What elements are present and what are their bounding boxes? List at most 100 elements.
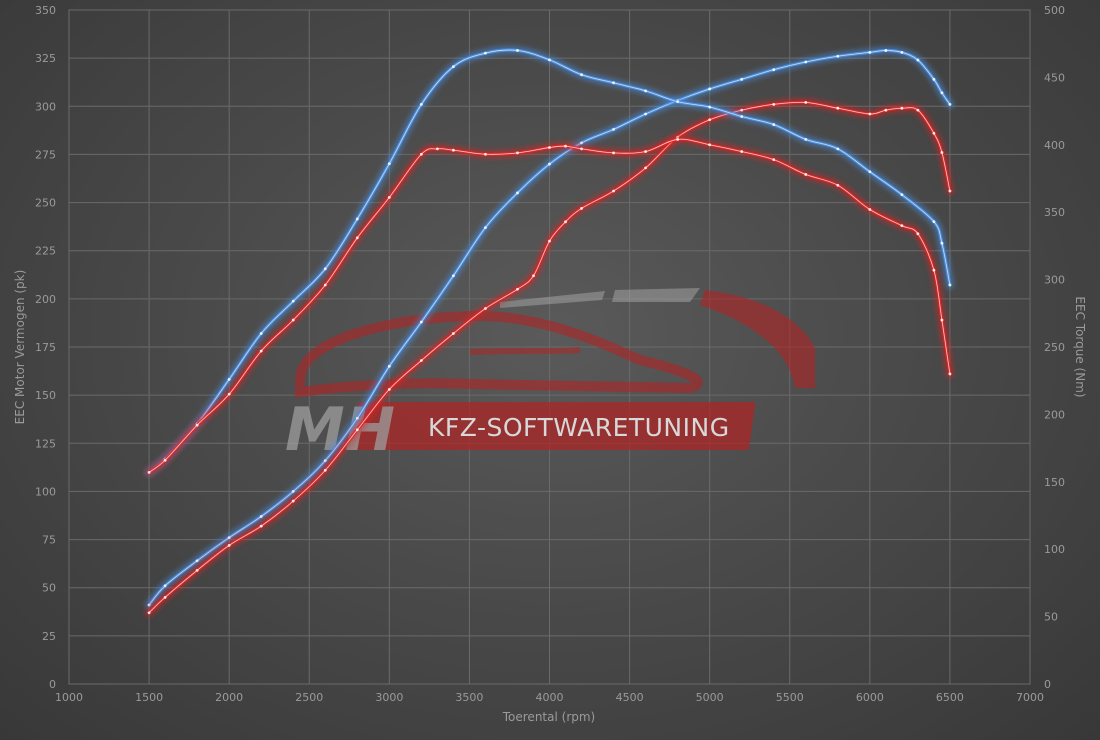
data-point [940,91,944,95]
data-point [676,100,680,104]
data-point [419,359,423,362]
x-axis-label: Toerental (rpm) [502,710,595,724]
data-point [612,127,615,131]
data-point [916,232,920,236]
y-right-tick-label: 250 [1044,341,1065,354]
data-point [291,299,295,303]
data-point [708,118,712,122]
y-left-tick-label: 225 [35,245,56,258]
data-point [516,151,519,155]
data-point [612,151,615,155]
data-point [291,490,295,493]
swoosh-grey-2 [612,288,700,302]
data-point [900,106,904,110]
x-tick-label: 1000 [55,691,83,704]
data-point [452,65,455,69]
data-point [259,524,263,528]
x-tick-label: 6500 [936,691,964,704]
data-point [259,332,263,335]
data-point [708,105,712,109]
swoosh-grey-1 [500,291,605,308]
data-point [291,318,295,322]
data-point [580,141,583,145]
y-left-tick-label: 200 [35,293,56,306]
data-point [484,226,487,230]
data-point [740,150,744,153]
data-point [484,51,487,55]
data-point [708,143,712,147]
data-point [291,499,295,503]
y-left-tick-label: 0 [49,678,56,691]
data-point [884,108,888,112]
data-point [419,152,423,156]
series-3 [144,134,955,477]
data-point [932,268,936,272]
data-point [948,102,952,106]
data-point [548,239,551,243]
data-point [516,287,519,291]
data-point [147,470,151,474]
watermark-banner [351,402,756,450]
data-point [804,60,808,64]
series-2 [144,45,955,477]
data-point [932,77,936,81]
x-tick-label: 1500 [135,691,163,704]
data-point [452,148,455,152]
y-right-tick-label: 450 [1044,71,1065,84]
data-point [355,236,359,240]
data-point [195,568,199,572]
data-point [452,332,455,335]
data-point [900,193,904,197]
data-point [740,77,744,81]
y-right-tick-label: 500 [1044,4,1065,17]
data-point [516,191,519,195]
data-point [940,318,944,322]
y-right-tick-label: 400 [1044,139,1065,152]
y-left-tick-label: 25 [42,630,56,643]
x-tick-label: 7000 [1016,691,1044,704]
data-point [387,387,391,391]
data-point [323,283,327,287]
data-point [836,147,840,151]
data-point [564,144,567,148]
data-point [644,150,647,153]
y-left-tick-label: 150 [35,389,56,402]
ticks: 1000 1500 2000 2500 3000 3500 4000 4500 5000 5500… [35,4,1065,704]
data-point [612,81,615,85]
data-point [612,189,615,193]
series-layer [144,45,955,618]
data-point [884,49,888,52]
data-point [940,241,944,245]
y-right-tick-label: 0 [1044,678,1051,691]
data-point [259,349,263,353]
data-point [435,147,439,151]
data-point [227,536,231,540]
x-tick-label: 3000 [375,691,403,704]
data-point [580,73,583,77]
data-point [836,54,840,58]
data-point [772,68,776,72]
data-point [940,151,944,154]
data-point [484,152,487,156]
watermark-logo: MH KFZ-SOFTWARETUNING [285,288,815,465]
y-axis-left-label: EEC Motor Vermogen (pk) [13,270,27,425]
data-point [387,162,391,166]
data-point [868,208,872,211]
data-point [227,392,231,396]
data-point [387,364,391,368]
y-left-tick-label: 275 [35,148,56,161]
y-right-tick-label: 50 [1044,611,1058,624]
data-point [564,220,567,224]
series-1 [144,97,955,618]
data-point [772,123,776,126]
y-left-tick-label: 125 [35,437,56,450]
data-point [868,50,872,54]
data-point [516,49,519,52]
data-point [868,170,872,174]
data-point [804,138,808,141]
data-point [548,162,551,166]
y-right-tick-label: 350 [1044,206,1065,219]
data-point [932,220,936,224]
data-point [548,58,551,62]
